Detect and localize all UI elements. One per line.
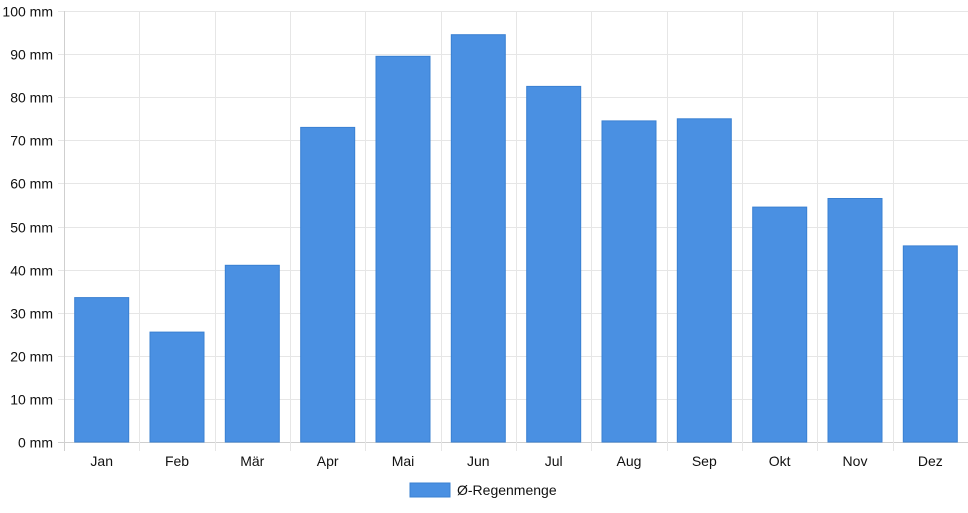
y-tick-label: 80 mm bbox=[10, 90, 53, 106]
y-tick-label: 60 mm bbox=[10, 176, 53, 192]
x-tick-label: Mär bbox=[240, 453, 264, 469]
x-tick-label: Nov bbox=[843, 453, 868, 469]
bar[interactable] bbox=[526, 85, 582, 443]
bar[interactable] bbox=[375, 55, 431, 443]
x-tick-label: Jan bbox=[90, 453, 113, 469]
y-tick-label: 40 mm bbox=[10, 263, 53, 279]
bar[interactable] bbox=[752, 206, 808, 443]
x-tick-label: Aug bbox=[617, 453, 642, 469]
bars bbox=[74, 34, 958, 443]
x-tick-label: Okt bbox=[769, 453, 791, 469]
grid-lines bbox=[58, 11, 968, 451]
y-tick-label: 70 mm bbox=[10, 133, 53, 149]
bar[interactable] bbox=[300, 126, 356, 443]
bar[interactable] bbox=[902, 245, 958, 443]
y-tick-label: 30 mm bbox=[10, 306, 53, 322]
y-tick-label: 100 mm bbox=[2, 4, 53, 20]
bar[interactable] bbox=[224, 264, 280, 443]
bar[interactable] bbox=[676, 118, 732, 443]
legend[interactable]: Ø-Regenmenge bbox=[409, 482, 557, 498]
y-tick-label: 50 mm bbox=[10, 220, 53, 236]
y-tick-label: 20 mm bbox=[10, 349, 53, 365]
bar[interactable] bbox=[601, 120, 657, 443]
x-tick-label: Mai bbox=[392, 453, 415, 469]
x-tick-label: Jun bbox=[467, 453, 490, 469]
x-tick-label: Sep bbox=[692, 453, 717, 469]
y-tick-label: 0 mm bbox=[18, 435, 53, 451]
bar[interactable] bbox=[149, 331, 205, 443]
x-tick-label: Dez bbox=[918, 453, 943, 469]
x-tick-label: Apr bbox=[317, 453, 339, 469]
y-axis-tick-labels: 0 mm 10 mm 20 mm 30 mm 40 mm 50 mm 60 mm 70 mm 8… bbox=[2, 4, 53, 451]
y-tick-label: 10 mm bbox=[10, 392, 53, 408]
x-axis-tick-labels: Jan Feb Mär Apr Mai Jun Jul Aug Sep Okt Nov Dez bbox=[90, 453, 942, 469]
bar[interactable] bbox=[827, 198, 883, 443]
legend-label[interactable]: Ø-Regenmenge bbox=[457, 482, 557, 498]
bar[interactable] bbox=[450, 34, 506, 443]
y-tick-label: 90 mm bbox=[10, 47, 53, 63]
legend-swatch[interactable] bbox=[409, 482, 451, 498]
bar[interactable] bbox=[74, 297, 130, 443]
x-tick-label: Jul bbox=[545, 453, 563, 469]
x-tick-label: Feb bbox=[165, 453, 189, 469]
